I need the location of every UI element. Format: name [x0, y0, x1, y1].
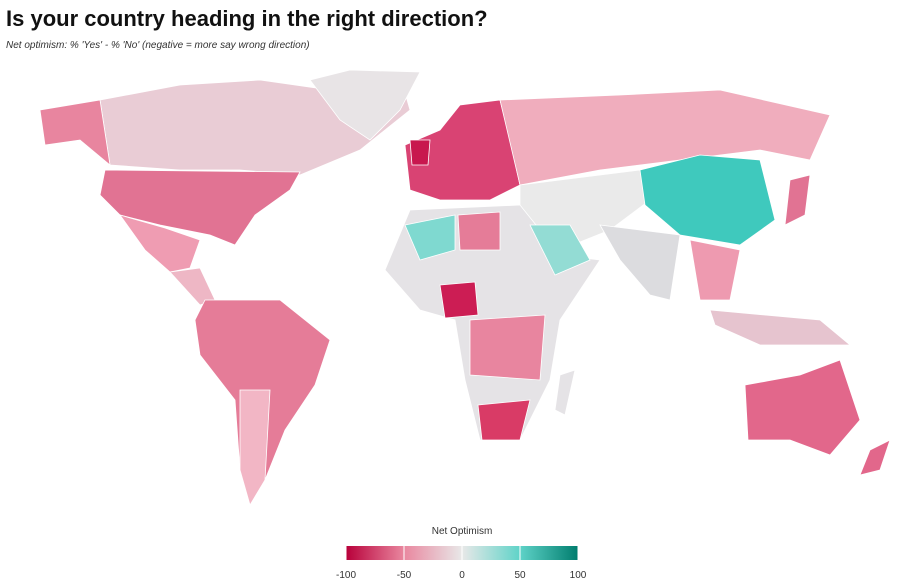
legend-ticks: -100 -50 0 50 100 — [336, 546, 587, 581]
russia — [499, 89, 831, 186]
legend-tick-label: 0 — [459, 570, 465, 581]
greenland — [309, 69, 421, 141]
south-africa — [477, 399, 531, 441]
legend-tick-label: 50 — [514, 570, 526, 581]
usa — [99, 169, 301, 246]
alaska — [39, 99, 111, 166]
japan — [784, 174, 811, 226]
world-map — [39, 69, 891, 506]
southeast-asia — [689, 239, 741, 301]
algeria — [404, 214, 456, 261]
india — [599, 224, 681, 301]
saudi-arabia — [529, 224, 591, 276]
subtitle: Net optimism: % 'Yes' - % 'No' (negative… — [6, 40, 310, 51]
title: Is your country heading in the right dir… — [6, 6, 488, 31]
nigeria — [439, 281, 479, 319]
central-africa — [469, 314, 546, 381]
china — [639, 154, 776, 246]
libya — [457, 211, 501, 251]
southern-cone — [239, 389, 271, 506]
indonesia — [709, 309, 852, 346]
uk — [409, 139, 431, 166]
australia — [744, 359, 861, 456]
new-zealand — [859, 439, 891, 476]
legend-title: Net Optimism — [432, 526, 493, 537]
legend-tick-label: -100 — [336, 570, 356, 581]
legend-tick-label: 100 — [570, 570, 587, 581]
legend-tick-label: -50 — [397, 570, 412, 581]
madagascar — [554, 369, 576, 416]
central-america — [169, 267, 216, 306]
mexico — [119, 214, 201, 273]
